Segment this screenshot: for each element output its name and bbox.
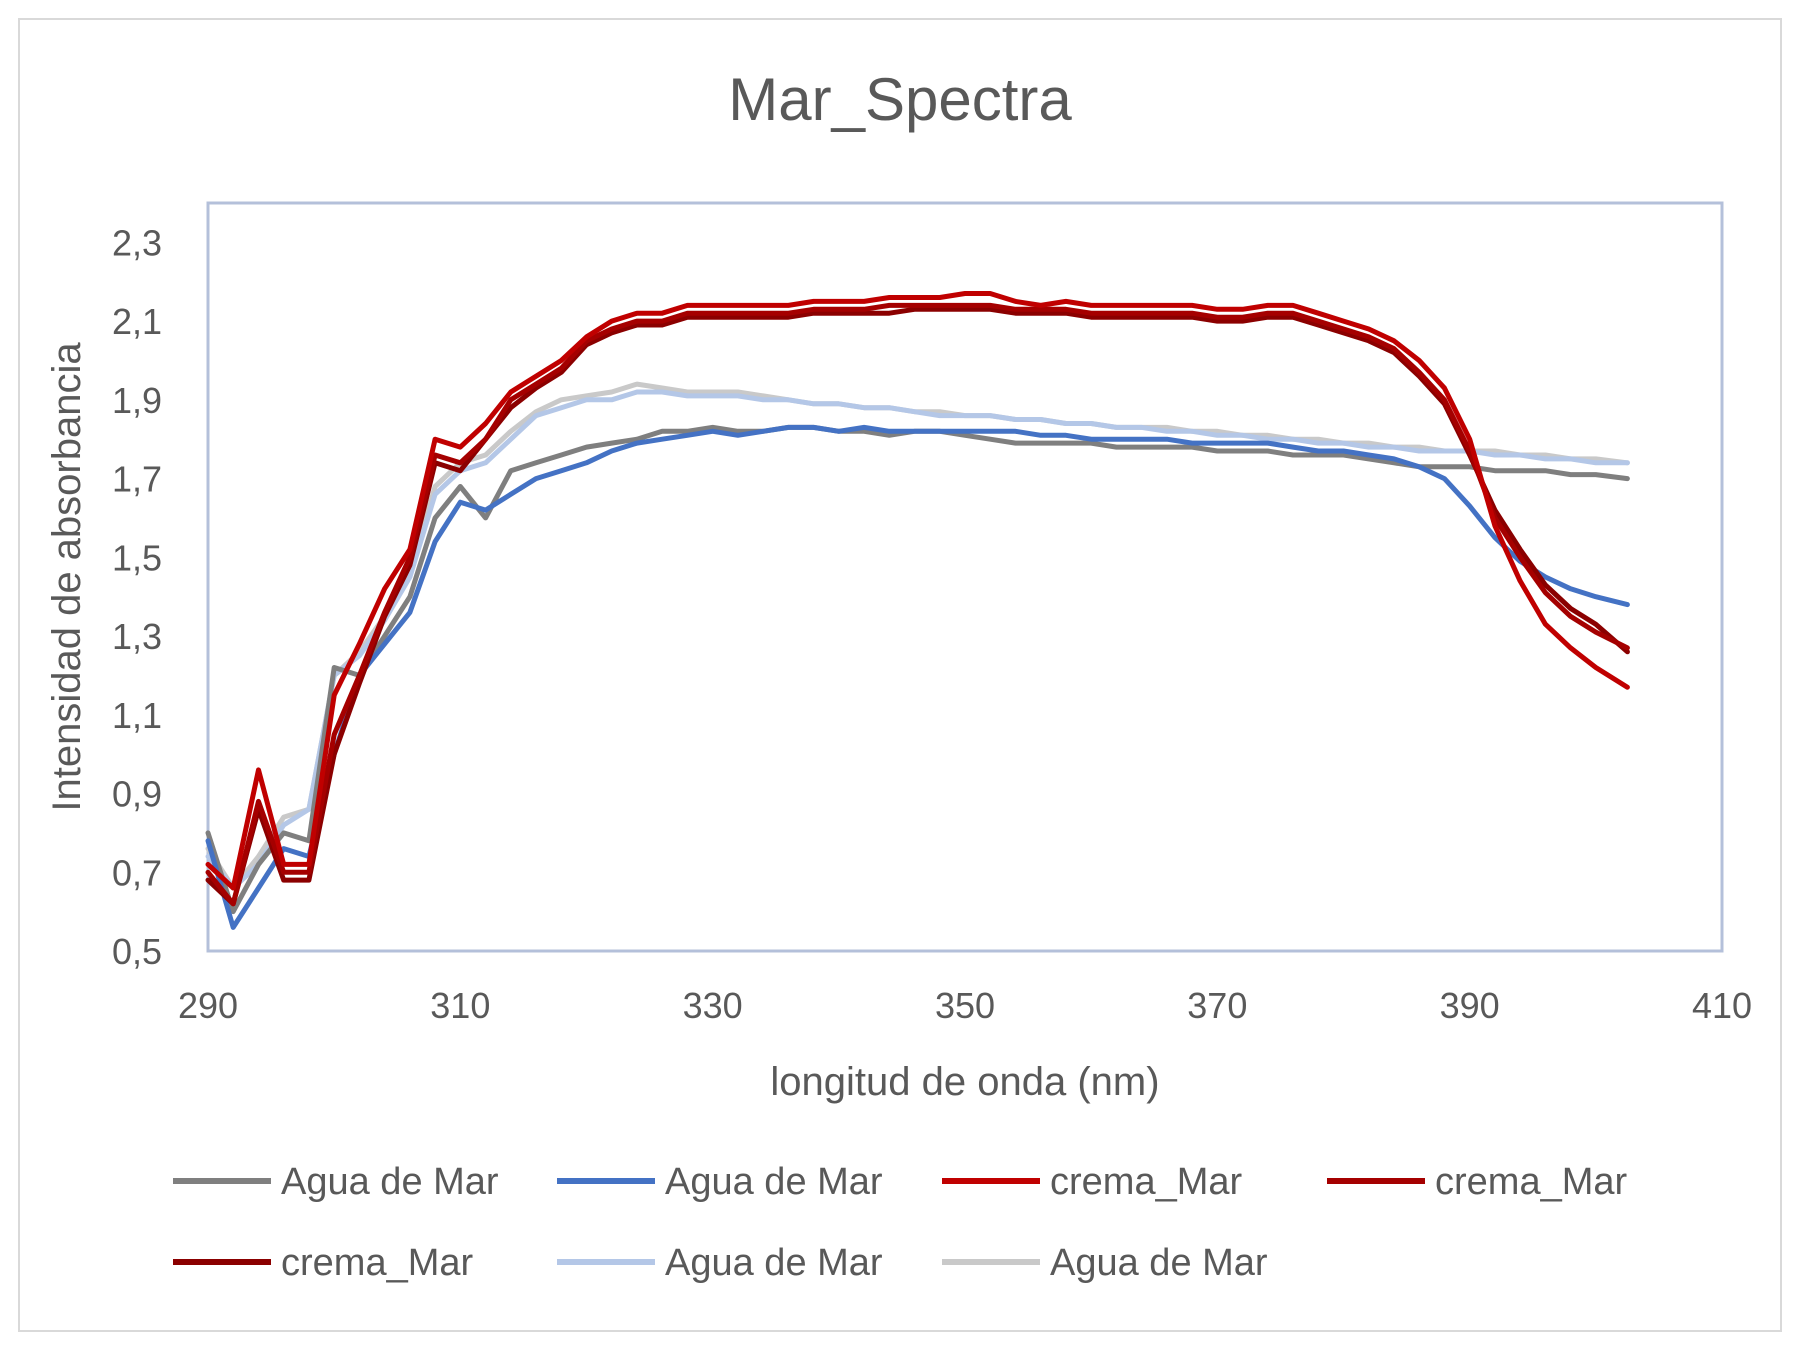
series-line-3 xyxy=(205,291,1630,891)
x-tick-label: 330 xyxy=(683,985,743,1026)
legend-label: crema_Mar xyxy=(281,1242,473,1284)
legend-label: crema_Mar xyxy=(1435,1161,1627,1203)
legend-label: crema_Mar xyxy=(1050,1161,1242,1203)
y-tick-label: 2,1 xyxy=(112,301,162,342)
series-line-5 xyxy=(205,306,1630,907)
chart-title: Mar_Spectra xyxy=(728,66,1072,133)
y-tick-label: 0,5 xyxy=(112,931,162,972)
plot-area xyxy=(206,201,1724,953)
legend-label: Agua de Mar xyxy=(1050,1242,1268,1284)
x-tick-label: 370 xyxy=(1187,985,1247,1026)
y-axis-title: Intensidad de absorbancia xyxy=(45,342,89,812)
legend-label: Agua de Mar xyxy=(281,1161,499,1203)
x-tick-label: 350 xyxy=(935,985,995,1026)
x-tick-label: 290 xyxy=(178,985,238,1026)
legend: Agua de Mar Agua de Mar crema_Mar crema_Mar… xyxy=(173,1161,1627,1284)
x-tick-label: 410 xyxy=(1692,985,1752,1026)
x-axis-ticks: 290 310 330 350 370 390 410 xyxy=(178,985,1752,1026)
y-tick-label: 1,3 xyxy=(112,616,162,657)
y-axis-ticks: 0,5 0,7 0,9 1,1 1,3 1,5 1,7 1,9 2,1 2,3 xyxy=(112,222,162,972)
y-tick-label: 0,9 xyxy=(112,774,162,815)
x-tick-label: 390 xyxy=(1440,985,1500,1026)
legend-label: Agua de Mar xyxy=(665,1242,883,1284)
series-line-2 xyxy=(205,424,1630,930)
y-tick-label: 1,1 xyxy=(112,695,162,736)
x-tick-label: 310 xyxy=(430,985,490,1026)
series-line-6 xyxy=(205,389,1630,891)
y-tick-label: 1,7 xyxy=(112,459,162,500)
y-tick-label: 2,3 xyxy=(112,222,162,263)
legend-label: Agua de Mar xyxy=(665,1161,883,1203)
y-tick-label: 0,7 xyxy=(112,852,162,893)
x-axis-title: longitud de onda (nm) xyxy=(770,1060,1159,1104)
series-line-4 xyxy=(205,302,1630,907)
y-tick-label: 1,5 xyxy=(112,537,162,578)
y-tick-label: 1,9 xyxy=(112,380,162,421)
series-lines xyxy=(205,291,1630,930)
